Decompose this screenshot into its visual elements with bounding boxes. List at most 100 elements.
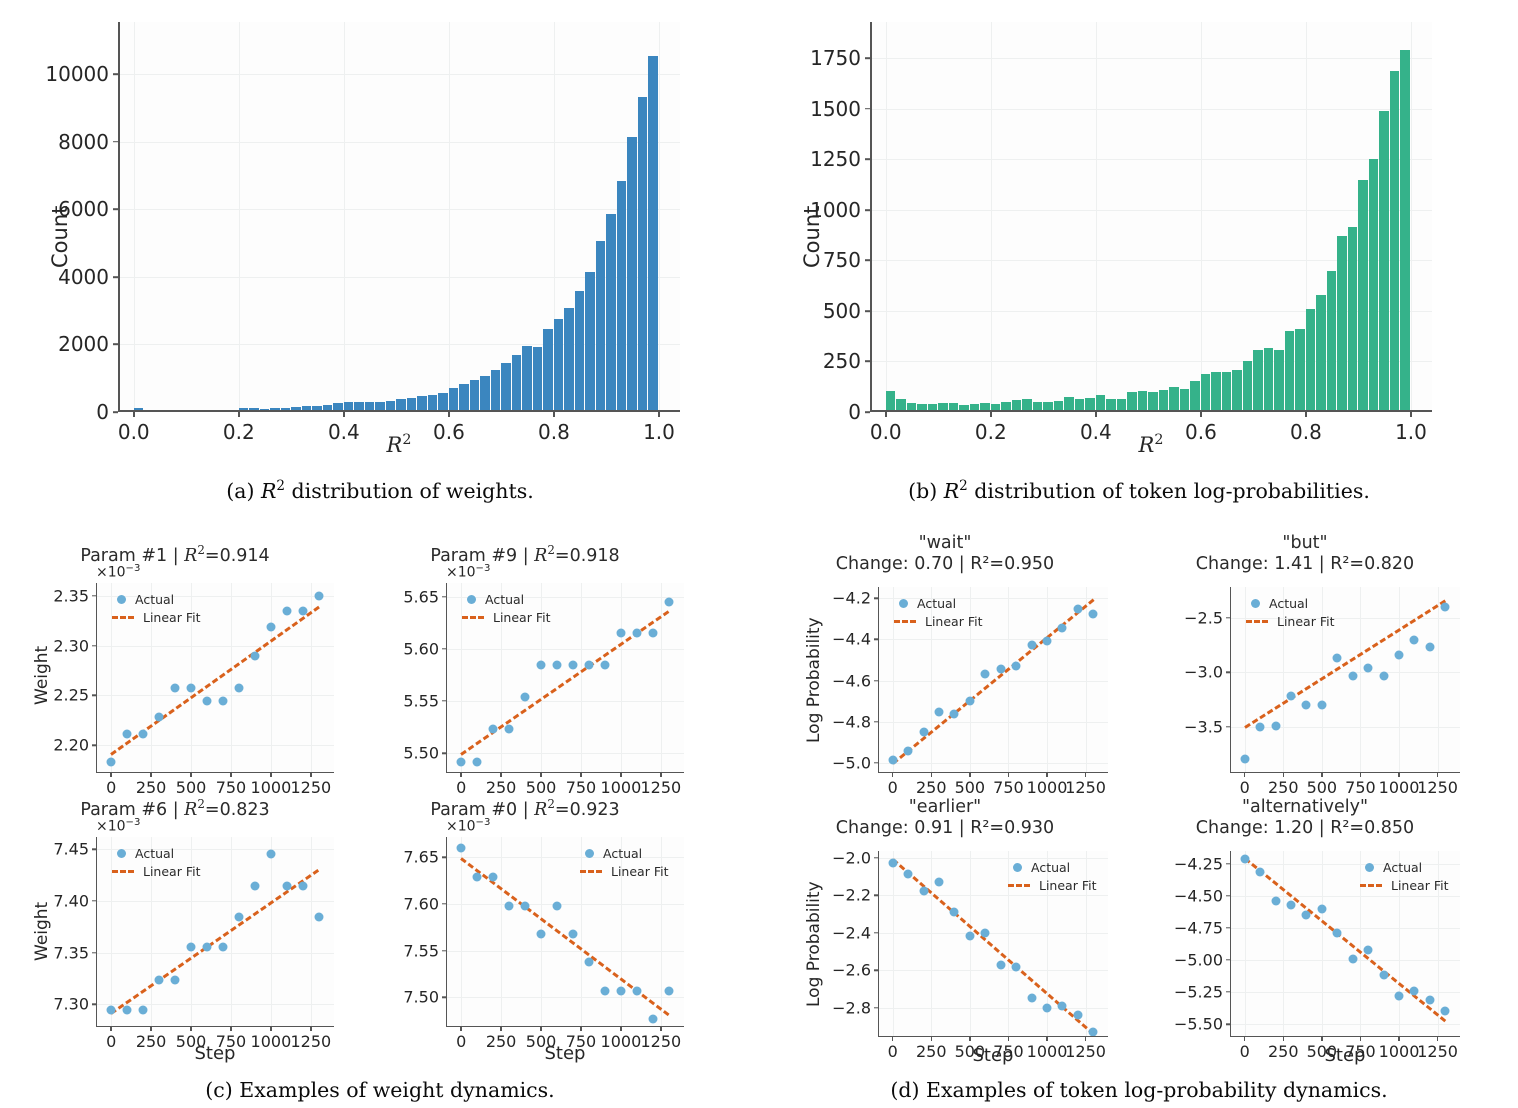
panel-c-weight-dynamics: Param #1 | R2=0.914 2.20 2.25 2.30 2.35 0 250 5… (0, 525, 760, 1070)
x-tick-label: 750 (565, 778, 597, 797)
y-axis-label: Weight (32, 901, 52, 961)
histogram-bar (1095, 395, 1106, 412)
y-tick-mark (865, 259, 870, 262)
x-tick-mark (1359, 1037, 1362, 1041)
y-tick-label: 7.40 (53, 891, 89, 911)
gridline-horizontal (96, 645, 334, 647)
x-tick-mark (891, 773, 894, 777)
x-tick-label: 1250 (640, 1032, 682, 1051)
gridline-vertical (310, 583, 312, 773)
gridline-vertical (1360, 851, 1362, 1037)
legend-marker-dash (112, 616, 134, 619)
gridline-vertical (990, 22, 992, 412)
gridline-horizontal (878, 598, 1108, 600)
gridline-vertical (620, 583, 622, 773)
histogram-bar (1326, 270, 1337, 412)
legend-entry-fit: Linear Fit (112, 610, 201, 625)
y-tick-mark (865, 158, 870, 161)
y-tick-mark (113, 141, 118, 143)
subplot-legend: Actual Linear Fit (1008, 860, 1096, 893)
gridline-vertical (1360, 587, 1362, 773)
data-point (1332, 653, 1342, 663)
y-tick-mark (874, 679, 878, 682)
x-tick-label: 1000 (600, 1032, 642, 1051)
histogram-bar (1106, 398, 1116, 412)
legend-label-fit: Linear Fit (143, 610, 201, 625)
data-point (456, 757, 466, 767)
subplot-title-line: Param #0 | R2=0.923 (360, 797, 690, 820)
gridline-vertical (230, 583, 232, 773)
x-tick-mark (270, 1027, 272, 1031)
x-tick-label: 1250 (1417, 1042, 1458, 1061)
legend-entry-fit: Linear Fit (580, 864, 668, 879)
y-tick-label: 750 (822, 248, 861, 273)
x-axis-spine (118, 410, 680, 412)
y-tick-mark (1226, 927, 1230, 929)
data-point (520, 692, 530, 702)
legend-label-actual: Actual (1269, 596, 1309, 611)
x-axis-spine (96, 1025, 334, 1027)
gridline-vertical (270, 837, 272, 1027)
x-tick-mark (969, 1037, 971, 1041)
gridline-horizontal (1230, 927, 1460, 929)
x-axis-label: R2 (870, 432, 1432, 457)
gridline-vertical (658, 22, 660, 412)
legend-entry-actual: Actual (1246, 596, 1334, 611)
x-tick-mark (540, 1027, 542, 1031)
x-tick-label: 750 (1345, 1042, 1376, 1061)
y-tick-label: −4.2 (832, 588, 871, 608)
histogram-bar (259, 408, 270, 412)
x-tick-mark (1282, 1037, 1284, 1041)
y-tick-mark (1226, 959, 1230, 961)
subplot-axes-param_9: 5.50 5.55 5.60 5.65 0 250 500 750 1000 1250 (403, 583, 684, 797)
data-point (1271, 721, 1281, 731)
x-tick-mark (1436, 773, 1439, 777)
y-tick-mark (874, 638, 878, 641)
histogram-bar (501, 363, 511, 412)
data-point (616, 628, 626, 638)
data-point (888, 755, 898, 765)
panel-d-logprob-dynamics: "wait" Change: 0.70 | R²=0.950 −4.2 −4.4 −4.… (760, 525, 1518, 1070)
data-point (266, 849, 276, 859)
legend-marker-dash (1360, 884, 1382, 887)
data-point (250, 881, 260, 891)
token-name: "but" (1282, 533, 1328, 553)
subplot-legend: Actual Linear Fit (580, 846, 668, 879)
data-point (202, 696, 212, 706)
caption-b: (b) R2 distribution of token log-probabi… (760, 478, 1518, 503)
y-axis-spine (96, 583, 98, 773)
y-tick-mark (865, 310, 870, 312)
data-point (996, 664, 1006, 674)
gridline-vertical (461, 583, 463, 773)
param-name: Param #9 | (430, 545, 535, 566)
y-tick-label: 1250 (810, 147, 861, 172)
gridline-vertical (660, 583, 662, 773)
histogram-bar (448, 388, 459, 412)
legend-entry-actual: Actual (462, 592, 550, 607)
gridline-horizontal (446, 904, 684, 906)
histogram-bars (118, 22, 680, 412)
gridline-vertical (1305, 22, 1307, 412)
x-tick-label: 0 (456, 1032, 467, 1051)
x-tick-label: 1250 (1065, 778, 1106, 797)
y-tick-label: 2.25 (53, 685, 89, 705)
gridline-horizontal (870, 361, 1432, 363)
x-tick-mark (658, 412, 660, 417)
data-point (1348, 671, 1358, 681)
x-tick-label: 250 (915, 778, 947, 797)
x-tick-mark (540, 773, 542, 777)
x-axis-spine (1230, 1035, 1460, 1037)
gridline-vertical (1200, 22, 1202, 412)
y-tick-label: 8000 (58, 129, 109, 154)
histogram-bar (885, 391, 896, 412)
data-point (106, 757, 116, 767)
gridline-horizontal (870, 260, 1432, 262)
x-tick-label: 750 (215, 1032, 247, 1051)
r-squared-symbol: R2 (184, 797, 205, 820)
x-tick-label: 0.0 (869, 420, 902, 444)
legend-entry-fit: Linear Fit (1008, 878, 1096, 893)
x-tick-mark (930, 773, 932, 777)
y-tick-label: 1500 (810, 96, 861, 121)
x-axis-spine (870, 410, 1432, 412)
data-point (520, 901, 530, 911)
